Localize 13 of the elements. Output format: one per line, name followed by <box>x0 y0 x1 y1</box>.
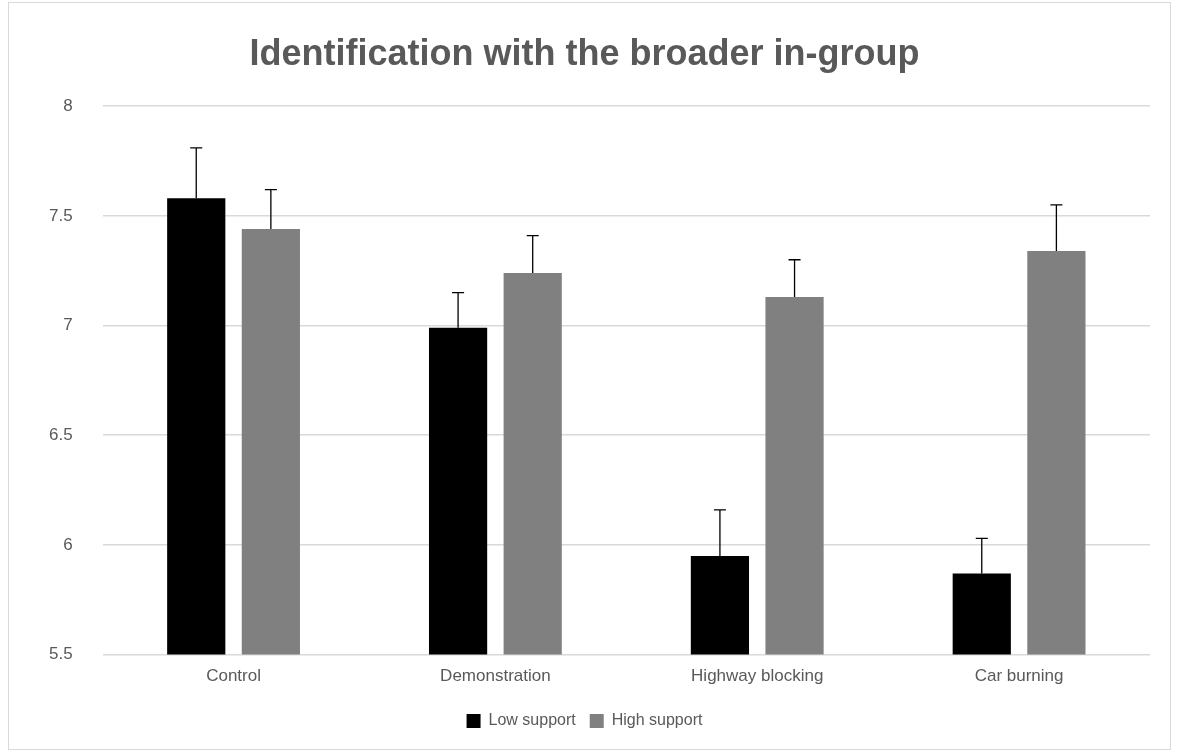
y-tick-label: 7 <box>63 315 73 335</box>
y-tick-label: 6.5 <box>48 424 73 444</box>
legend-label: Low support <box>488 711 577 729</box>
legend-label: High support <box>611 711 703 729</box>
chart-title: Identification with the broader in-group <box>249 31 920 73</box>
x-tick-label: Highway blocking <box>691 666 824 686</box>
x-tick-label: Car burning <box>974 666 1064 686</box>
x-tick-label: Demonstration <box>440 666 551 686</box>
y-tick-label: 7.5 <box>48 205 73 225</box>
y-tick-label: 8 <box>63 95 73 115</box>
x-tick-label: Control <box>206 666 261 686</box>
y-tick-label: 5.5 <box>48 644 73 664</box>
y-tick-label: 6 <box>63 534 73 554</box>
